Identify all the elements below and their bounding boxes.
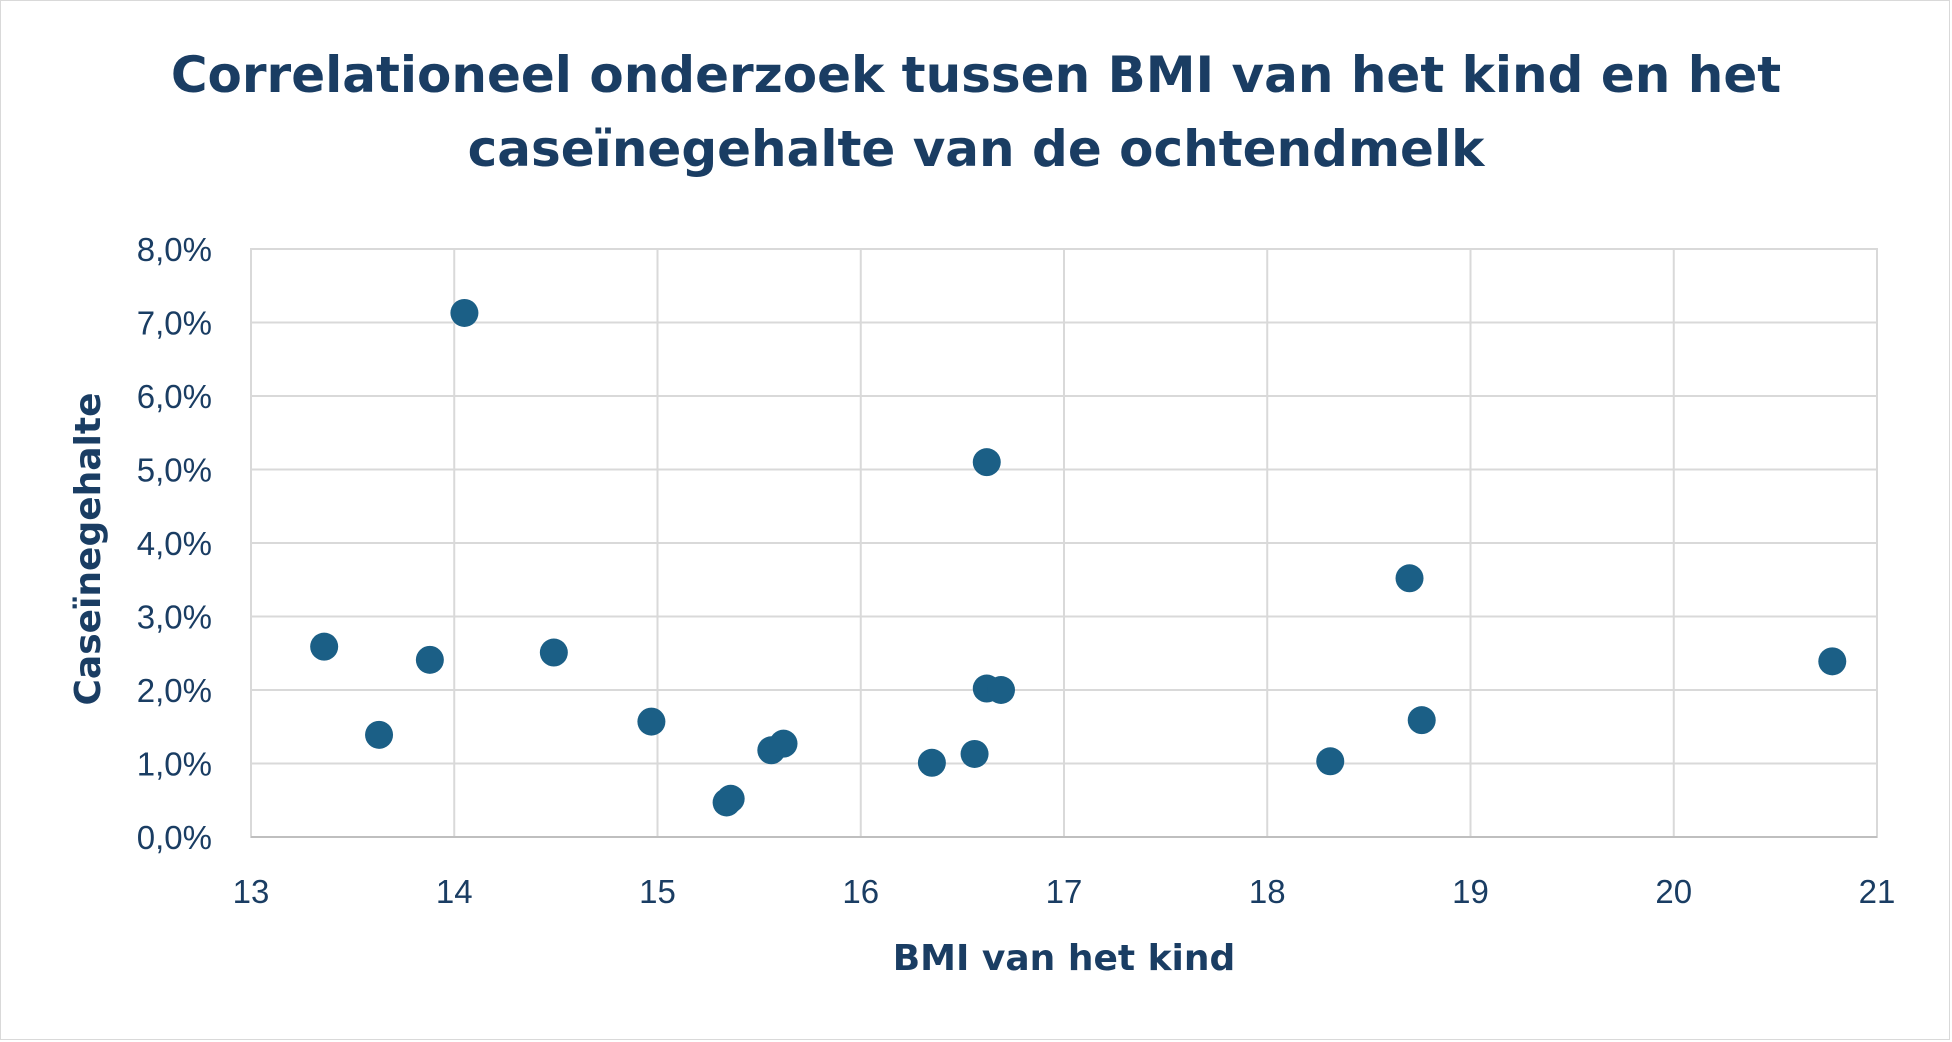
y-axis-ticks: 0,0% 1,0% 2,0% 3,0% 4,0% 5,0% 6,0% 7,0% 8,0% bbox=[137, 231, 212, 856]
data-point bbox=[1395, 564, 1424, 593]
chart-title: Correlationeel onderzoek tussen BMI van … bbox=[0, 38, 1952, 186]
x-tick-label: 18 bbox=[1249, 873, 1286, 910]
y-tick-label: 1,0% bbox=[137, 746, 212, 783]
data-point bbox=[986, 676, 1015, 704]
x-tick-label: 19 bbox=[1452, 873, 1489, 910]
data-point bbox=[365, 720, 394, 749]
chart-title-line-1: Correlationeel onderzoek tussen BMI van … bbox=[170, 46, 1782, 104]
data-point bbox=[1818, 647, 1847, 676]
gridlines bbox=[250, 248, 1878, 838]
x-tick-label: 20 bbox=[1655, 873, 1692, 910]
x-tick-label: 13 bbox=[233, 873, 270, 910]
x-axis-ticks: 13 14 15 16 17 18 19 20 21 bbox=[233, 873, 1896, 910]
data-point bbox=[972, 448, 1001, 477]
x-tick-label: 16 bbox=[842, 873, 879, 910]
x-tick-label: 17 bbox=[1046, 873, 1083, 910]
x-axis-title: BMI van het kind bbox=[893, 938, 1236, 979]
data-point bbox=[769, 729, 798, 758]
data-points bbox=[310, 298, 1847, 817]
y-tick-label: 5,0% bbox=[137, 452, 212, 489]
data-point bbox=[960, 739, 989, 768]
x-tick-label: 14 bbox=[436, 873, 473, 910]
y-tick-label: 7,0% bbox=[137, 305, 212, 342]
y-tick-label: 6,0% bbox=[137, 378, 212, 415]
x-tick-label: 15 bbox=[639, 873, 676, 910]
data-point bbox=[539, 638, 568, 667]
y-tick-label: 4,0% bbox=[137, 525, 212, 562]
y-tick-label: 3,0% bbox=[137, 599, 212, 636]
y-axis-title: Caseïnegehalte bbox=[68, 392, 109, 705]
data-point bbox=[450, 298, 479, 327]
data-point bbox=[310, 632, 339, 661]
data-point bbox=[637, 707, 666, 736]
chart-title-line-2: caseïnegehalte van de ochtendmelk bbox=[467, 120, 1485, 178]
data-point bbox=[415, 645, 444, 674]
data-point bbox=[1407, 706, 1436, 735]
data-point bbox=[1316, 747, 1345, 776]
y-tick-label: 8,0% bbox=[137, 231, 212, 268]
y-tick-label: 2,0% bbox=[137, 672, 212, 709]
x-tick-label: 21 bbox=[1859, 873, 1896, 910]
y-tick-label: 0,0% bbox=[137, 819, 212, 856]
data-point bbox=[716, 784, 745, 813]
data-point bbox=[917, 748, 946, 777]
